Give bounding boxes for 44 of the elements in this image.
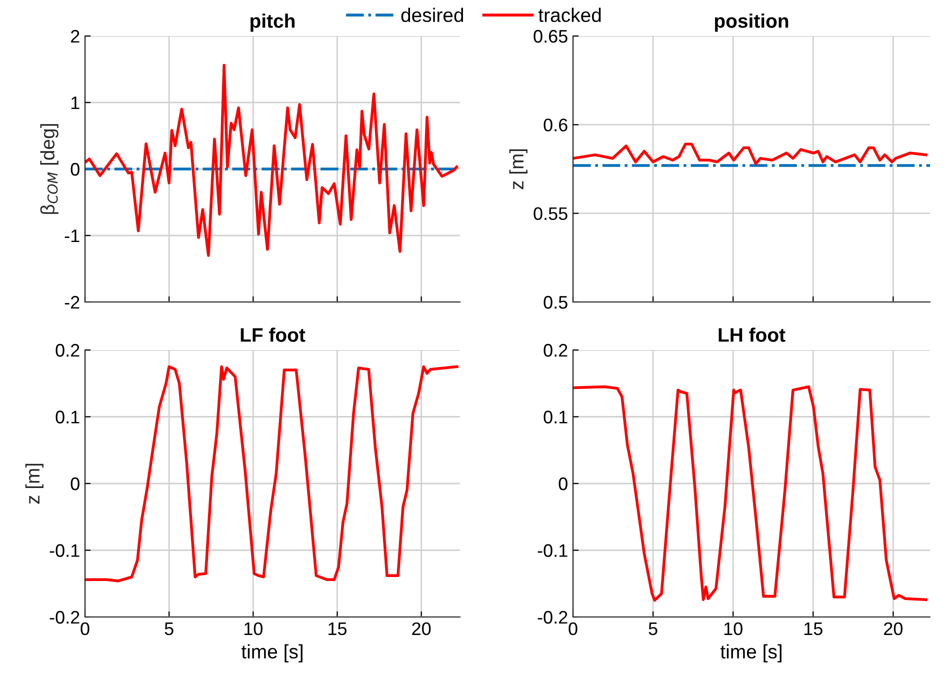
x-tick-label: 15 xyxy=(328,622,347,636)
line-series xyxy=(85,365,458,582)
y-tick-label: 0.1 xyxy=(56,410,80,424)
y-axis-title: β$_{COM}$ [deg] xyxy=(40,124,58,214)
chart-title: pitch xyxy=(250,14,295,32)
y-tick-label: 1 xyxy=(71,96,80,110)
y-tick-label: -1 xyxy=(64,230,80,242)
x-axis-title: time [s] xyxy=(720,644,782,662)
x-axis-title: time [s] xyxy=(241,644,302,662)
y-tick-label: 0.2 xyxy=(544,344,568,357)
y-tick-label: -0.2 xyxy=(50,610,80,624)
y-tick-label: 0.55 xyxy=(534,207,568,220)
y-tick-label: 0.5 xyxy=(544,296,568,309)
legend-label: tracked xyxy=(538,8,601,22)
y-axis-title: z [m] xyxy=(25,464,44,504)
y-tick-label: 2 xyxy=(71,30,80,43)
x-tick-label: 10 xyxy=(724,622,742,636)
y-tick-label: 0.1 xyxy=(544,410,568,424)
x-tick-label: 0 xyxy=(80,622,90,636)
y-tick-label: 0.65 xyxy=(534,30,568,43)
y-tick-label: 0.6 xyxy=(544,118,568,132)
legend-label: desired xyxy=(401,8,464,22)
y-tick-label: 0 xyxy=(70,477,80,490)
chart-title: LH foot xyxy=(718,328,786,342)
line-series xyxy=(573,385,928,602)
y-tick-label: -2 xyxy=(64,296,80,309)
y-tick-label: 0 xyxy=(70,162,80,176)
y-tick-label: 0.2 xyxy=(56,344,80,357)
x-tick-label: 0 xyxy=(568,622,578,636)
y-tick-label: -0.1 xyxy=(538,544,568,557)
x-tick-label: 20 xyxy=(884,622,903,636)
x-tick-label: 15 xyxy=(804,622,822,636)
y-tick-label: -0.1 xyxy=(50,544,80,557)
x-tick-label: 5 xyxy=(648,622,658,636)
chart-title: position xyxy=(714,14,788,32)
x-tick-label: 10 xyxy=(244,622,262,636)
y-axis-title: z [m] xyxy=(509,149,528,190)
x-tick-label: 20 xyxy=(412,622,431,636)
chart-title: LF foot xyxy=(240,328,306,342)
y-tick-label: -0.2 xyxy=(538,610,568,624)
y-tick-label: 0 xyxy=(558,477,568,490)
x-tick-label: 5 xyxy=(164,622,174,636)
line-series xyxy=(85,64,458,257)
line-series xyxy=(573,142,928,166)
